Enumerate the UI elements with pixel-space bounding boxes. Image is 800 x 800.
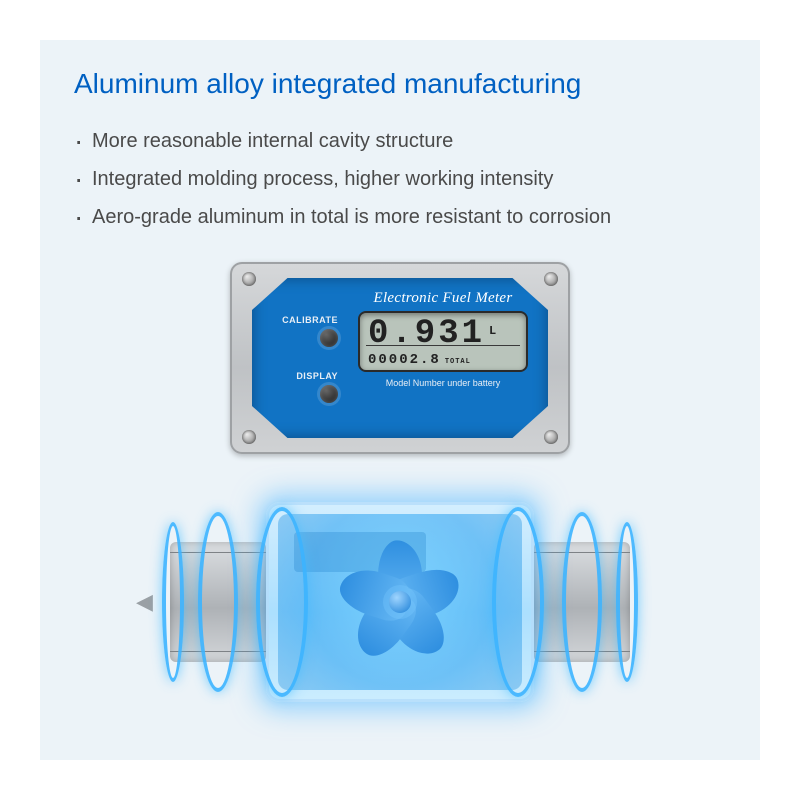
feature-item: Integrated molding process, higher worki…: [74, 160, 726, 198]
screw-icon: [242, 430, 256, 444]
meter-brand-label: Electronic Fuel Meter: [373, 290, 512, 307]
display-group: DISPLAY: [296, 369, 338, 403]
flow-ring-icon: [162, 522, 184, 682]
feature-item: Aero-grade aluminum in total is more res…: [74, 198, 726, 236]
flow-ring-icon: [256, 507, 308, 697]
screw-icon: [544, 430, 558, 444]
lcd-main-readout: 0.931 L: [368, 317, 518, 351]
fan-hub-icon: [389, 591, 411, 613]
model-note: Model Number under battery: [386, 378, 501, 388]
flow-ring-icon: [198, 512, 238, 692]
turbine-illustration: ◀: [170, 502, 630, 702]
feature-item: More reasonable internal cavity structur…: [74, 122, 726, 160]
lcd-main-value: 0.931: [368, 315, 485, 353]
lcd-screen: 0.931 L 00002.8 TOTAL: [358, 311, 528, 372]
flow-ring-icon: [616, 522, 638, 682]
lcd-sub-label: TOTAL: [445, 358, 471, 366]
calibrate-group: CALIBRATE: [282, 313, 338, 347]
page-title: Aluminum alloy integrated manufacturing: [74, 68, 726, 100]
screw-icon: [544, 272, 558, 286]
product-info-card: Aluminum alloy integrated manufacturing …: [40, 40, 760, 760]
meter-buttons-column: CALIBRATE DISPLAY: [266, 290, 338, 426]
feature-list: More reasonable internal cavity structur…: [74, 122, 726, 236]
display-label: DISPLAY: [296, 371, 338, 381]
display-button-icon: [320, 385, 338, 403]
lcd-unit: L: [489, 324, 499, 338]
figure-area: CALIBRATE DISPLAY Electronic Fuel Meter …: [74, 254, 726, 724]
calibrate-button-icon: [320, 329, 338, 347]
turbine-fan-icon: [340, 542, 460, 662]
flow-ring-icon: [492, 507, 544, 697]
fuel-meter-device: CALIBRATE DISPLAY Electronic Fuel Meter …: [230, 262, 570, 454]
calibrate-label: CALIBRATE: [282, 315, 338, 325]
lcd-sub-value: 00002.8: [368, 352, 441, 368]
lcd-sub-readout: 00002.8 TOTAL: [368, 353, 518, 367]
screw-icon: [242, 272, 256, 286]
meter-faceplate: CALIBRATE DISPLAY Electronic Fuel Meter …: [252, 278, 548, 438]
meter-display-column: Electronic Fuel Meter 0.931 L 00002.8 TOTA…: [352, 290, 534, 426]
flow-arrow-icon: ◀: [136, 589, 153, 615]
flow-ring-icon: [562, 512, 602, 692]
